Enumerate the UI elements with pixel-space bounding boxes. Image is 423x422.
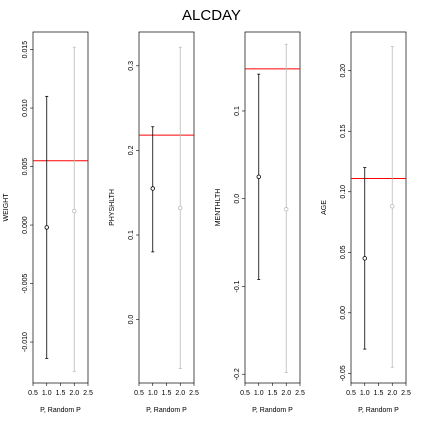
- x-tick-label: 0.5: [240, 390, 250, 397]
- x-tick-label: 2.5: [189, 390, 199, 397]
- panel-physhlth: 0.5 1.0 1.5 2.0 2.5 0.0 0.1 0.2 0.3 P, Random P PH…: [109, 31, 199, 414]
- x-axis-label: P, Random P: [252, 407, 293, 414]
- x-tick-label: 1.0: [148, 390, 158, 397]
- x-tick-label: 2.0: [175, 390, 185, 397]
- x-tick-label: 1.0: [254, 390, 264, 397]
- y-tick-label: -0.1: [234, 280, 241, 292]
- x-axis-label: P, Random P: [146, 407, 187, 414]
- y-tick-label: -0.05: [340, 365, 347, 381]
- panels: 0.5 1.0 1.5 2.0 2.5-0.010-0.0050.0000.0050.0…: [3, 31, 411, 414]
- panel-weight: 0.5 1.0 1.5 2.0 2.5 -0.010 -0.005 0.000 0.005 0.0…: [3, 31, 93, 414]
- point-p: [150, 186, 155, 191]
- x-tick-label: 0.5: [134, 390, 144, 397]
- x-tick-label: 0.5: [346, 390, 356, 397]
- panel-age: 0.5 1.0 1.5 2.0 2.5 -0.05 0.00 0.05 0.10 0.15 0.20…: [321, 31, 411, 414]
- x-tick-label: 2.5: [83, 390, 93, 397]
- y-tick-label: 0.00: [340, 306, 347, 320]
- point-p: [362, 256, 367, 261]
- y-tick-label: -0.2: [234, 368, 241, 380]
- y-tick-label: 0.05: [340, 245, 347, 259]
- x-tick-label: 1.5: [374, 390, 384, 397]
- y-tick-label: 0.15: [340, 124, 347, 138]
- y-tick-label: 0.005: [22, 158, 29, 176]
- y-axis-label: WEIGHT: [3, 193, 10, 222]
- plot-frame: [138, 31, 195, 384]
- x-axis-label: P, Random P: [358, 407, 399, 414]
- x-axis-label: P, Random P: [40, 407, 81, 414]
- point-random-p: [390, 204, 395, 209]
- plot-frame: [244, 31, 301, 384]
- point-random-p: [178, 205, 183, 211]
- y-tick-label: 0.0: [128, 315, 135, 325]
- y-tick-label: 0.0: [234, 194, 241, 204]
- x-tick-label: 1.5: [162, 390, 172, 397]
- point-random-p: [72, 208, 77, 214]
- y-tick-label: 0.20: [340, 64, 347, 78]
- y-tick-label: 0.1: [234, 106, 241, 116]
- plot-frame: [32, 31, 89, 384]
- x-tick-label: 1.0: [360, 390, 370, 397]
- y-axis-label: AGE: [321, 200, 328, 215]
- point-p: [44, 225, 49, 230]
- x-tick-label: 2.0: [387, 390, 397, 397]
- x-tick-label: 1.5: [56, 390, 66, 397]
- y-tick-label: 0.10: [340, 185, 347, 199]
- y-tick-label: 0.1: [128, 230, 135, 240]
- point-random-p: [284, 207, 289, 212]
- panel-menthlth: 0.5 1.0 1.5 2.0 2.5 -0.2 -0.1 0.0 0.1 P, Random P…: [215, 31, 305, 414]
- x-tick-label: 2.5: [401, 390, 411, 397]
- y-tick-label: -0.010: [22, 332, 29, 352]
- y-tick-label: 0.000: [22, 216, 29, 234]
- plot-frame: [350, 31, 407, 384]
- x-tick-label: 1.0: [42, 390, 52, 397]
- x-tick-label: 2.0: [281, 390, 291, 397]
- y-axis-label: PHYSHLTH: [109, 189, 116, 226]
- y-tick-label: 0.010: [22, 99, 29, 117]
- y-axis-label: MENTHLTH: [215, 189, 222, 227]
- point-p: [256, 174, 261, 179]
- x-tick-label: 2.0: [69, 390, 79, 397]
- y-tick-label: 0.2: [128, 145, 135, 155]
- x-tick-label: 1.5: [268, 390, 278, 397]
- y-tick-label: -0.005: [22, 274, 29, 294]
- x-tick-label: 2.5: [295, 390, 305, 397]
- x-tick-label: 0.5: [28, 390, 38, 397]
- y-tick-label: 0.3: [128, 61, 135, 71]
- figure-title: ALCDAY: [182, 7, 241, 24]
- y-tick-label: 0.015: [22, 41, 29, 59]
